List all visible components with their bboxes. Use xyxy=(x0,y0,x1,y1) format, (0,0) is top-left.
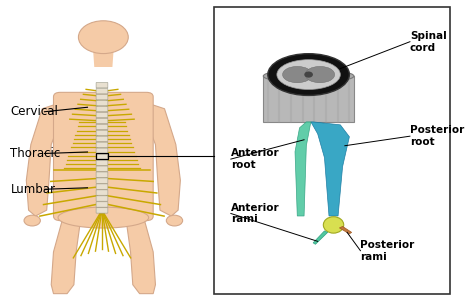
FancyBboxPatch shape xyxy=(96,118,108,124)
Circle shape xyxy=(305,72,312,77)
FancyBboxPatch shape xyxy=(96,112,108,118)
Ellipse shape xyxy=(263,69,354,83)
FancyBboxPatch shape xyxy=(96,142,108,147)
Circle shape xyxy=(78,21,128,54)
FancyBboxPatch shape xyxy=(96,106,108,112)
FancyBboxPatch shape xyxy=(96,95,108,100)
Text: Thoracic: Thoracic xyxy=(10,147,61,160)
FancyBboxPatch shape xyxy=(96,202,108,207)
Text: Anterior
rami: Anterior rami xyxy=(231,203,280,224)
FancyBboxPatch shape xyxy=(96,88,108,94)
Ellipse shape xyxy=(283,67,312,83)
FancyBboxPatch shape xyxy=(96,178,108,183)
Text: Anterior
root: Anterior root xyxy=(231,148,280,170)
Ellipse shape xyxy=(277,60,340,89)
FancyBboxPatch shape xyxy=(96,208,108,213)
FancyBboxPatch shape xyxy=(54,92,153,221)
FancyBboxPatch shape xyxy=(96,154,108,160)
FancyBboxPatch shape xyxy=(263,76,354,122)
Polygon shape xyxy=(311,122,349,216)
FancyBboxPatch shape xyxy=(96,196,108,201)
Polygon shape xyxy=(27,103,65,216)
Text: Cervical: Cervical xyxy=(10,105,58,118)
Bar xyxy=(96,153,108,160)
Circle shape xyxy=(166,215,182,226)
FancyBboxPatch shape xyxy=(96,136,108,141)
FancyBboxPatch shape xyxy=(96,190,108,195)
Ellipse shape xyxy=(268,54,349,95)
Ellipse shape xyxy=(305,67,335,83)
Polygon shape xyxy=(142,103,181,216)
Polygon shape xyxy=(126,216,155,294)
Polygon shape xyxy=(339,226,352,234)
FancyBboxPatch shape xyxy=(96,124,108,130)
FancyBboxPatch shape xyxy=(96,166,108,171)
Polygon shape xyxy=(51,216,81,294)
Ellipse shape xyxy=(323,217,344,233)
FancyBboxPatch shape xyxy=(96,160,108,166)
FancyBboxPatch shape xyxy=(96,82,108,88)
FancyBboxPatch shape xyxy=(96,101,108,106)
FancyBboxPatch shape xyxy=(96,172,108,177)
FancyBboxPatch shape xyxy=(96,130,108,135)
Text: Lumbar: Lumbar xyxy=(10,183,55,196)
Circle shape xyxy=(24,215,40,226)
Polygon shape xyxy=(93,48,114,67)
Text: Posterior
rami: Posterior rami xyxy=(360,240,415,262)
Polygon shape xyxy=(295,122,311,216)
Text: Spinal
cord: Spinal cord xyxy=(410,31,447,52)
FancyBboxPatch shape xyxy=(96,184,108,189)
Ellipse shape xyxy=(58,207,149,228)
Text: Posterior
root: Posterior root xyxy=(410,126,464,147)
Polygon shape xyxy=(313,231,328,244)
Bar xyxy=(214,7,450,294)
FancyBboxPatch shape xyxy=(96,148,108,154)
